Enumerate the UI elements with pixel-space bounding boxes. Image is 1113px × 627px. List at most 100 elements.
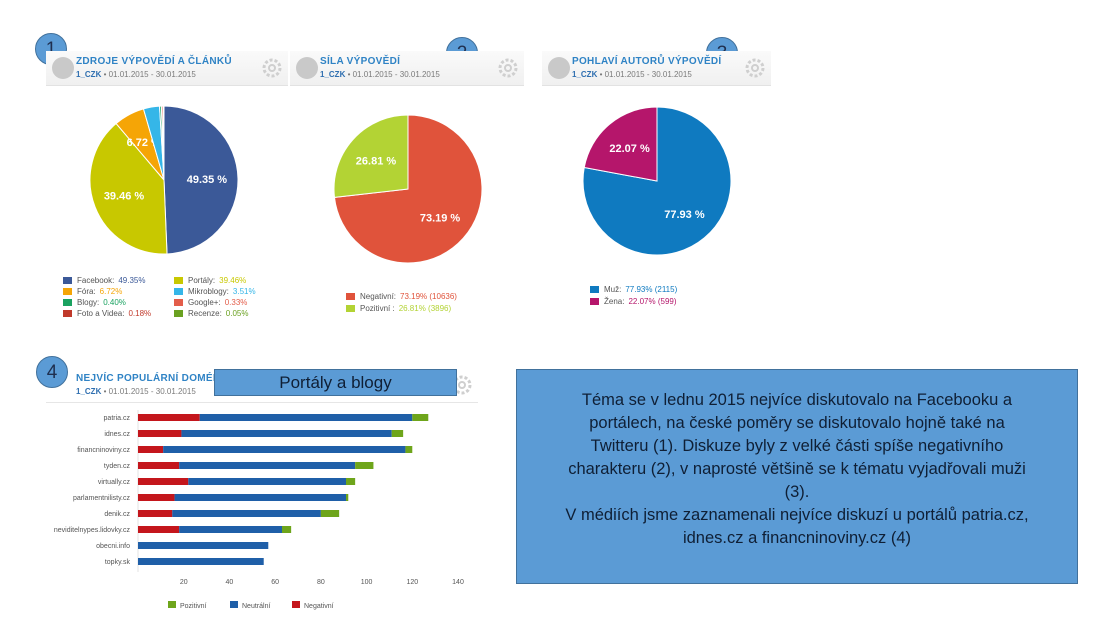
pie-chart-icon bbox=[296, 57, 318, 79]
bar-segment-negativn-[interactable] bbox=[138, 478, 189, 485]
legend-item[interactable]: Facebook: 49.35% bbox=[63, 276, 146, 285]
x-tick-label: 80 bbox=[317, 579, 325, 586]
pie-slice-pozitivn-[interactable] bbox=[333, 114, 409, 198]
legend-swatch bbox=[590, 298, 599, 305]
panel-subtitle: 1_CZK • 01.01.2015 - 30.01.2015 bbox=[572, 70, 692, 79]
bar-segment-neutr-ln-[interactable] bbox=[181, 430, 392, 437]
legend-value: 77.93% (2115) bbox=[625, 285, 678, 294]
bar-segment-pozitivn-[interactable] bbox=[405, 446, 413, 453]
legend-item[interactable]: Recenze: 0.05% bbox=[174, 309, 248, 318]
bar-segment-negativn-[interactable] bbox=[138, 446, 164, 453]
legend-item[interactable]: Fóra: 6.72% bbox=[63, 287, 122, 296]
bar-segment-pozitivn-[interactable] bbox=[346, 494, 349, 501]
pie-label: 26.81 % bbox=[356, 155, 397, 167]
pie-slice--ena[interactable] bbox=[583, 106, 658, 182]
category-label: tyden.cz bbox=[104, 463, 131, 470]
legend-value: 0.18% bbox=[128, 309, 152, 318]
category-label: neviditelnypes.lidovky.cz bbox=[54, 527, 131, 534]
gear-icon[interactable] bbox=[743, 56, 767, 80]
pie-slice-facebook[interactable] bbox=[163, 105, 239, 255]
bar-segment-neutr-ln-[interactable] bbox=[179, 526, 282, 533]
portals-blogs-callout: Portály a blogy bbox=[214, 369, 457, 396]
gender-pie-chart: 77.93 % 22.07 % bbox=[582, 106, 732, 256]
panel-subtitle: 1_CZK • 01.01.2015 - 30.01.2015 bbox=[76, 70, 196, 79]
legend-swatch bbox=[590, 286, 599, 293]
legend-item[interactable]: Negativní: 73.19% (10636) bbox=[346, 292, 457, 301]
panel-title: NEJVÍC POPULÁRNÍ DOMÉNY bbox=[76, 373, 228, 384]
bar-segment-neutr-ln-[interactable] bbox=[138, 542, 269, 549]
bar-segment-pozitivn-[interactable] bbox=[346, 478, 356, 485]
legend-swatch bbox=[63, 288, 72, 295]
gear-icon[interactable] bbox=[496, 56, 520, 80]
strength-pie-chart: 73.19 % 26.81 % bbox=[333, 114, 483, 264]
legend-item[interactable]: Foto a Videa: 0.18% bbox=[63, 309, 151, 318]
bar-segment-negativn-[interactable] bbox=[138, 430, 182, 437]
legend-value: 73.19% (10636) bbox=[400, 292, 457, 301]
bar-segment-pozitivn-[interactable] bbox=[412, 414, 429, 421]
bar-segment-pozitivn-[interactable] bbox=[355, 462, 374, 469]
x-tick-label: 20 bbox=[180, 579, 188, 586]
bar-segment-negativn-[interactable] bbox=[138, 526, 180, 533]
legend-swatch bbox=[174, 299, 183, 306]
legend-item[interactable]: Portály: 39.46% bbox=[174, 276, 246, 285]
category-label: patria.cz bbox=[104, 415, 131, 422]
legend-swatch bbox=[292, 601, 300, 608]
bar-segment-neutr-ln-[interactable] bbox=[174, 494, 346, 501]
legend-item[interactable]: Žena: 22.07% (599) bbox=[590, 297, 677, 306]
legend-label: Portály: bbox=[188, 276, 216, 285]
summary-line: (3). bbox=[784, 483, 810, 501]
legend-item[interactable]: Blogy: 0.40% bbox=[63, 298, 126, 307]
bar-segment-negativn-[interactable] bbox=[138, 414, 200, 421]
panel-title: SÍLA VÝPOVĚDÍ bbox=[320, 56, 401, 67]
bar-segment-pozitivn-[interactable] bbox=[282, 526, 292, 533]
legend-value: 26.81% (3896) bbox=[398, 304, 452, 313]
legend-value: 0.40% bbox=[103, 298, 126, 307]
gender-chart-icon bbox=[548, 57, 570, 79]
legend-item[interactable]: Google+: 0.33% bbox=[174, 298, 247, 307]
category-label: denik.cz bbox=[104, 511, 130, 518]
gear-icon[interactable] bbox=[450, 373, 474, 397]
legend-swatch bbox=[346, 293, 355, 300]
bar-segment-neutr-ln-[interactable] bbox=[199, 414, 413, 421]
bar-segment-negativn-[interactable] bbox=[138, 494, 175, 501]
legend-label[interactable]: Negativní bbox=[304, 603, 334, 610]
x-tick-label: 120 bbox=[406, 579, 418, 586]
x-tick-label: 100 bbox=[361, 579, 373, 586]
summary-text-box: Téma se v lednu 2015 nejvíce diskutovalo… bbox=[516, 369, 1078, 584]
pie-slice-mu-[interactable] bbox=[582, 106, 732, 256]
badge-4: 4 bbox=[36, 356, 68, 388]
legend-label[interactable]: Pozitivní bbox=[180, 603, 207, 610]
legend-label: Fóra: bbox=[77, 287, 96, 296]
legend-item[interactable]: Pozitivní :26.81% (3896) bbox=[346, 304, 451, 313]
legend-label: Negativní: bbox=[360, 292, 397, 301]
legend-label[interactable]: Neutrální bbox=[242, 603, 270, 610]
legend-swatch bbox=[168, 601, 176, 608]
bar-segment-neutr-ln-[interactable] bbox=[188, 478, 346, 485]
legend-label: Žena: bbox=[604, 297, 625, 306]
panel-header-sources: ZDROJE VÝPOVĚDÍ A ČLÁNKŮ 1_CZK • 01.01.2… bbox=[46, 51, 288, 86]
bar-segment-neutr-ln-[interactable] bbox=[138, 558, 264, 565]
bar-segment-negativn-[interactable] bbox=[138, 510, 173, 517]
x-tick-label: 40 bbox=[226, 579, 234, 586]
legend-swatch bbox=[174, 277, 183, 284]
legend-item[interactable]: Muž: 77.93% (2115) bbox=[590, 285, 677, 294]
gear-icon[interactable] bbox=[260, 56, 284, 80]
bar-segment-neutr-ln-[interactable] bbox=[163, 446, 406, 453]
pie-slice-port-ly[interactable] bbox=[89, 122, 168, 255]
bar-segment-negativn-[interactable] bbox=[138, 462, 180, 469]
bar-segment-pozitivn-[interactable] bbox=[391, 430, 404, 437]
category-label: topky.sk bbox=[105, 559, 131, 566]
summary-line: charakteru (2), v naprosté většině se k … bbox=[568, 460, 1026, 478]
pie-label: 39.46 % bbox=[104, 191, 145, 203]
legend-swatch bbox=[63, 277, 72, 284]
legend-label: Mikroblogy: bbox=[188, 287, 229, 296]
bar-segment-neutr-ln-[interactable] bbox=[172, 510, 321, 517]
legend-item[interactable]: Mikroblogy: 3.51% bbox=[174, 287, 256, 296]
pie-label: 73.19 % bbox=[420, 213, 461, 225]
legend-swatch bbox=[63, 310, 72, 317]
summary-line: portálech, na české poměry se diskutoval… bbox=[589, 414, 1005, 432]
bar-segment-pozitivn-[interactable] bbox=[320, 510, 340, 517]
bar-segment-neutr-ln-[interactable] bbox=[179, 462, 356, 469]
domains-bar-chart: patria.cz idnes.cz financninoviny.cz tyden.… bbox=[54, 410, 464, 610]
category-label: parlamentnilisty.cz bbox=[73, 495, 131, 502]
